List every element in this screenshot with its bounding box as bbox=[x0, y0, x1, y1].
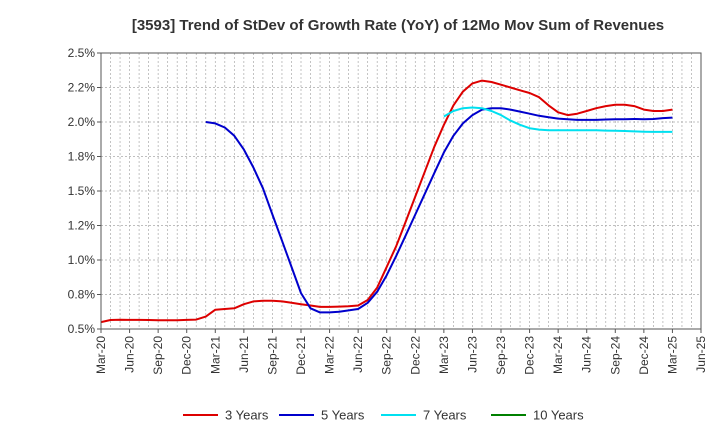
x-tick-label: Mar-25 bbox=[665, 336, 679, 374]
series-line-5-years bbox=[205, 107, 673, 314]
series-line-3-years bbox=[100, 79, 673, 324]
y-tick-label: 2.0% bbox=[68, 115, 96, 129]
legend-label: 10 Years bbox=[533, 408, 584, 423]
x-tick-label: Dec-23 bbox=[523, 336, 537, 375]
x-tick-label: Sep-24 bbox=[608, 336, 622, 375]
legend-label: 3 Years bbox=[225, 408, 269, 423]
y-tick-label: 1.2% bbox=[68, 219, 96, 233]
x-tick-label: Dec-20 bbox=[180, 336, 194, 375]
y-tick-label: 1.5% bbox=[68, 184, 96, 198]
x-tick-label: Dec-21 bbox=[294, 336, 308, 375]
x-tick-label: Jun-24 bbox=[580, 336, 594, 373]
y-axis: 0.5% 0.8% 1.0% 1.2% 1.5% 1.8% 2.0% 2.2% 2.5% bbox=[68, 46, 101, 336]
grid-lines bbox=[101, 53, 701, 329]
legend-label: 7 Years bbox=[423, 408, 467, 423]
series-line-7-years bbox=[443, 106, 673, 133]
x-tick-label: Jun-22 bbox=[351, 336, 365, 373]
x-tick-label: Sep-21 bbox=[265, 336, 279, 375]
y-tick-label: 0.5% bbox=[68, 322, 96, 336]
y-tick-label: 0.8% bbox=[68, 288, 96, 302]
x-tick-label: Mar-21 bbox=[208, 336, 222, 374]
x-tick-label: Jun-21 bbox=[237, 336, 251, 373]
x-tick-label: Mar-23 bbox=[437, 336, 451, 374]
x-tick-label: Sep-22 bbox=[380, 336, 394, 375]
x-tick-label: Dec-24 bbox=[637, 336, 651, 375]
x-tick-label: Mar-24 bbox=[551, 336, 565, 374]
x-axis: Mar-20 Jun-20 Sep-20 Dec-20 Mar-21 Jun-21 Sep-… bbox=[94, 329, 708, 375]
x-tick-label: Sep-23 bbox=[494, 336, 508, 375]
chart-title: [3593] Trend of StDev of Growth Rate (Yo… bbox=[132, 17, 664, 34]
series-group bbox=[100, 79, 673, 324]
y-tick-label: 1.8% bbox=[68, 150, 96, 164]
y-tick-label: 2.2% bbox=[68, 81, 96, 95]
x-tick-label: Sep-20 bbox=[151, 336, 165, 375]
y-tick-label: 2.5% bbox=[68, 46, 96, 60]
x-tick-label: Jun-23 bbox=[465, 336, 479, 373]
x-tick-label: Mar-20 bbox=[94, 336, 108, 374]
x-tick-label: Mar-22 bbox=[323, 336, 337, 374]
legend: 3 Years 5 Years 7 Years 10 Years bbox=[183, 408, 584, 423]
y-tick-label: 1.0% bbox=[68, 253, 96, 267]
x-tick-label: Dec-22 bbox=[408, 336, 422, 375]
x-tick-label: Jun-25 bbox=[694, 336, 708, 373]
x-tick-label: Jun-20 bbox=[123, 336, 137, 373]
legend-label: 5 Years bbox=[321, 408, 365, 423]
